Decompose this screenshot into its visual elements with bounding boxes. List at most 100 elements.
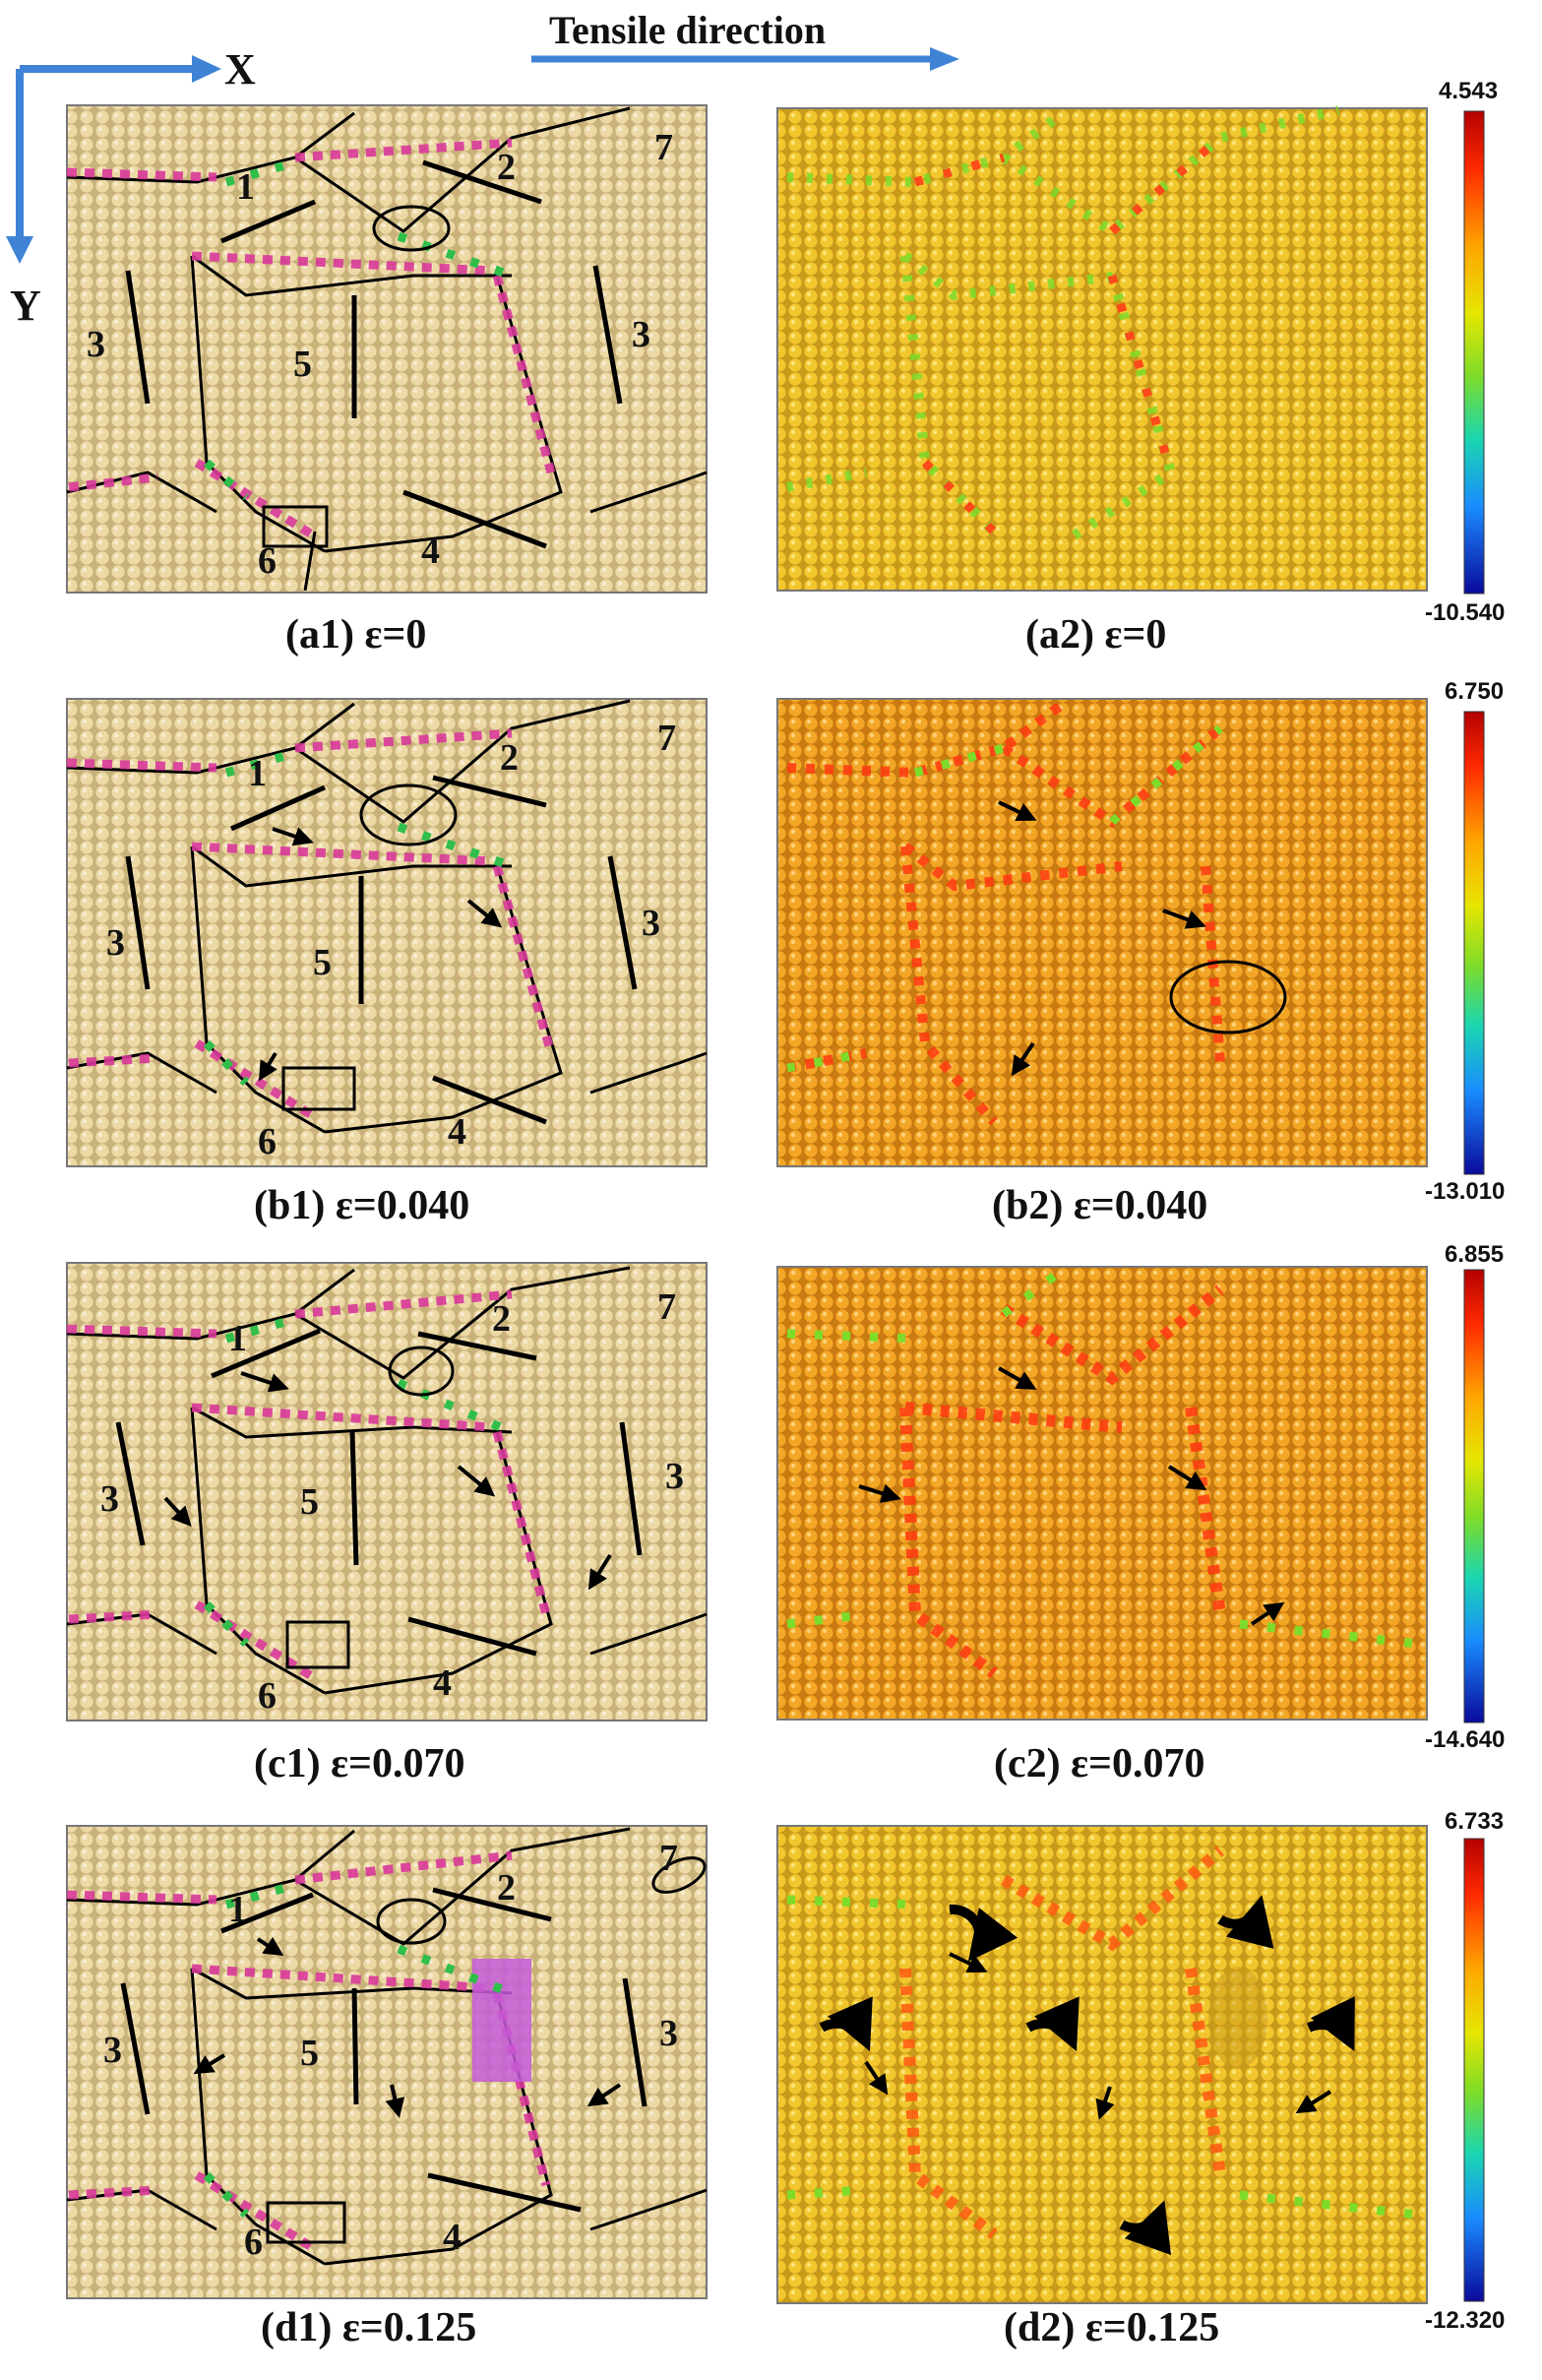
grain-number: 2 bbox=[497, 147, 516, 188]
arrow-marker bbox=[193, 2053, 226, 2075]
stress-ellipse-marker bbox=[1169, 960, 1287, 1034]
orientation-lines bbox=[115, 1328, 643, 1657]
rotation-arrow-icon bbox=[1306, 1996, 1355, 2051]
arrow-marker bbox=[258, 1051, 278, 1082]
rotation-arrows bbox=[819, 1895, 1355, 2256]
arrow-marker bbox=[1162, 908, 1206, 929]
gb-stress-green bbox=[786, 1895, 1418, 2220]
grain-number: 5 bbox=[300, 2033, 319, 2074]
orientation-lines bbox=[120, 1887, 648, 2213]
arrow-marker bbox=[272, 827, 314, 846]
rotation-arrow-icon bbox=[819, 1996, 873, 2052]
tensile-direction-label: Tensile direction bbox=[549, 8, 826, 52]
arrow-marker bbox=[240, 1371, 289, 1393]
grain6-box-marker bbox=[266, 2201, 346, 2244]
panel-d2: 6.733 -12.320 (d2) ε=0.125 bbox=[776, 1808, 1505, 2350]
panel-a1: 1 2 7 3 5 3 6 4 (a1) ε=0 bbox=[66, 104, 708, 658]
gb-atoms-magenta bbox=[66, 1289, 551, 1682]
grain-number: 7 bbox=[654, 127, 673, 168]
arrow-marker bbox=[1295, 2090, 1332, 2114]
rotation-arrow-icon bbox=[1119, 2200, 1171, 2256]
gb-atoms-green bbox=[203, 1314, 514, 1648]
grain-number: 2 bbox=[492, 1298, 511, 1340]
arrow-marker bbox=[949, 1952, 988, 1973]
panel-b2: 6.750 -13.010 (b2) ε=0.040 bbox=[776, 678, 1505, 1228]
arrow-marker bbox=[1167, 1465, 1207, 1491]
grain-number: 1 bbox=[248, 753, 267, 794]
y-axis-label: Y bbox=[10, 282, 41, 330]
grain-number: 3 bbox=[642, 903, 660, 944]
rotation-arrow-icon bbox=[949, 1904, 1018, 1962]
grain6-box-marker bbox=[285, 1620, 350, 1669]
grain-number: 3 bbox=[100, 1478, 119, 1520]
grain-number: 4 bbox=[448, 1111, 466, 1153]
grain-number: 2 bbox=[500, 737, 519, 779]
gb-atoms-magenta bbox=[66, 138, 556, 540]
panel-caption: (b1) ε=0.040 bbox=[254, 1183, 469, 1228]
atom-field bbox=[66, 104, 708, 594]
grain-number: 3 bbox=[103, 2030, 122, 2071]
orientation-lines bbox=[125, 159, 623, 549]
colorbar-max: 4.543 bbox=[1439, 78, 1498, 104]
panel-a2: 4.543 -10.540 (a2) ε=0 bbox=[776, 78, 1505, 658]
grain-number: 3 bbox=[659, 2013, 678, 2054]
grain-number: 6 bbox=[244, 2222, 263, 2263]
colorbar bbox=[1463, 1838, 1485, 2302]
grain-number: 5 bbox=[313, 942, 332, 983]
rotation-arrow-icon bbox=[1025, 1996, 1079, 2052]
arrow-marker bbox=[587, 1553, 612, 1591]
orientation-lines bbox=[125, 775, 638, 1125]
panel-caption: (c2) ε=0.070 bbox=[994, 1741, 1205, 1786]
arrow-marker bbox=[858, 1483, 901, 1503]
grain-number: 3 bbox=[632, 314, 650, 355]
panel-c2: 6.855 -14.640 (c2) ε=0.070 bbox=[776, 1241, 1505, 1786]
rotation-arrow-icon bbox=[1217, 1895, 1274, 1949]
grain-number: 5 bbox=[293, 344, 312, 385]
grain-number: 6 bbox=[258, 540, 277, 582]
grain-number: 7 bbox=[657, 718, 676, 759]
gb-atoms-green bbox=[204, 157, 514, 501]
colorbar-max: 6.733 bbox=[1445, 1808, 1504, 1835]
tensile-arrow-head-icon bbox=[930, 47, 959, 71]
gb-ellipse-marker bbox=[388, 1346, 455, 1397]
arrow-marker bbox=[586, 2083, 622, 2107]
arrow-marker bbox=[163, 1496, 192, 1527]
gb-atoms-magenta bbox=[66, 728, 556, 1121]
void-region bbox=[1208, 1967, 1267, 2069]
tensile-header: Tensile direction bbox=[531, 8, 959, 71]
grain-number: 5 bbox=[300, 1481, 319, 1523]
arrow-marker bbox=[998, 1366, 1037, 1390]
colorbar-min: -13.010 bbox=[1425, 1178, 1505, 1205]
grain-number: 2 bbox=[497, 1867, 516, 1909]
x-axis-label: X bbox=[224, 45, 256, 94]
colorbar bbox=[1463, 110, 1485, 595]
panel-caption: (a2) ε=0 bbox=[1025, 612, 1166, 658]
colorbar-min: -12.320 bbox=[1425, 2307, 1505, 2334]
axes-indicator: X Y bbox=[6, 45, 256, 330]
grain6-box-marker bbox=[281, 1066, 356, 1111]
panel-d1: 1 2 7 3 5 3 6 4 (d1) ε=0.125 bbox=[66, 1825, 708, 2350]
arrow-marker bbox=[256, 1936, 284, 1957]
arrow-marker bbox=[466, 899, 503, 928]
grain7-ellipse-marker bbox=[651, 1856, 707, 1894]
grain-number: 1 bbox=[228, 1318, 247, 1359]
arrow-marker bbox=[998, 800, 1037, 822]
panel-caption: (a1) ε=0 bbox=[285, 612, 426, 658]
grain6-box-marker bbox=[262, 505, 329, 548]
gb-ellipse-marker bbox=[372, 205, 451, 252]
atom-field bbox=[776, 107, 1428, 592]
amorphous-region bbox=[472, 1959, 531, 2082]
gb-ellipse-marker bbox=[359, 783, 458, 846]
gb-stress-green bbox=[786, 105, 1340, 541]
arrow-marker bbox=[864, 2060, 889, 2096]
grain-number: 4 bbox=[421, 531, 440, 572]
gb-stress-red bbox=[899, 1846, 1226, 2239]
gb-atoms-green bbox=[203, 1880, 514, 2219]
gb-atoms-magenta bbox=[66, 1850, 551, 2253]
grain-number: 1 bbox=[236, 166, 255, 208]
grain-number: 7 bbox=[657, 1286, 676, 1328]
grain-number: 6 bbox=[258, 1675, 277, 1717]
panel-caption: (b2) ε=0.040 bbox=[992, 1183, 1207, 1228]
y-arrow-head-icon bbox=[6, 236, 33, 264]
